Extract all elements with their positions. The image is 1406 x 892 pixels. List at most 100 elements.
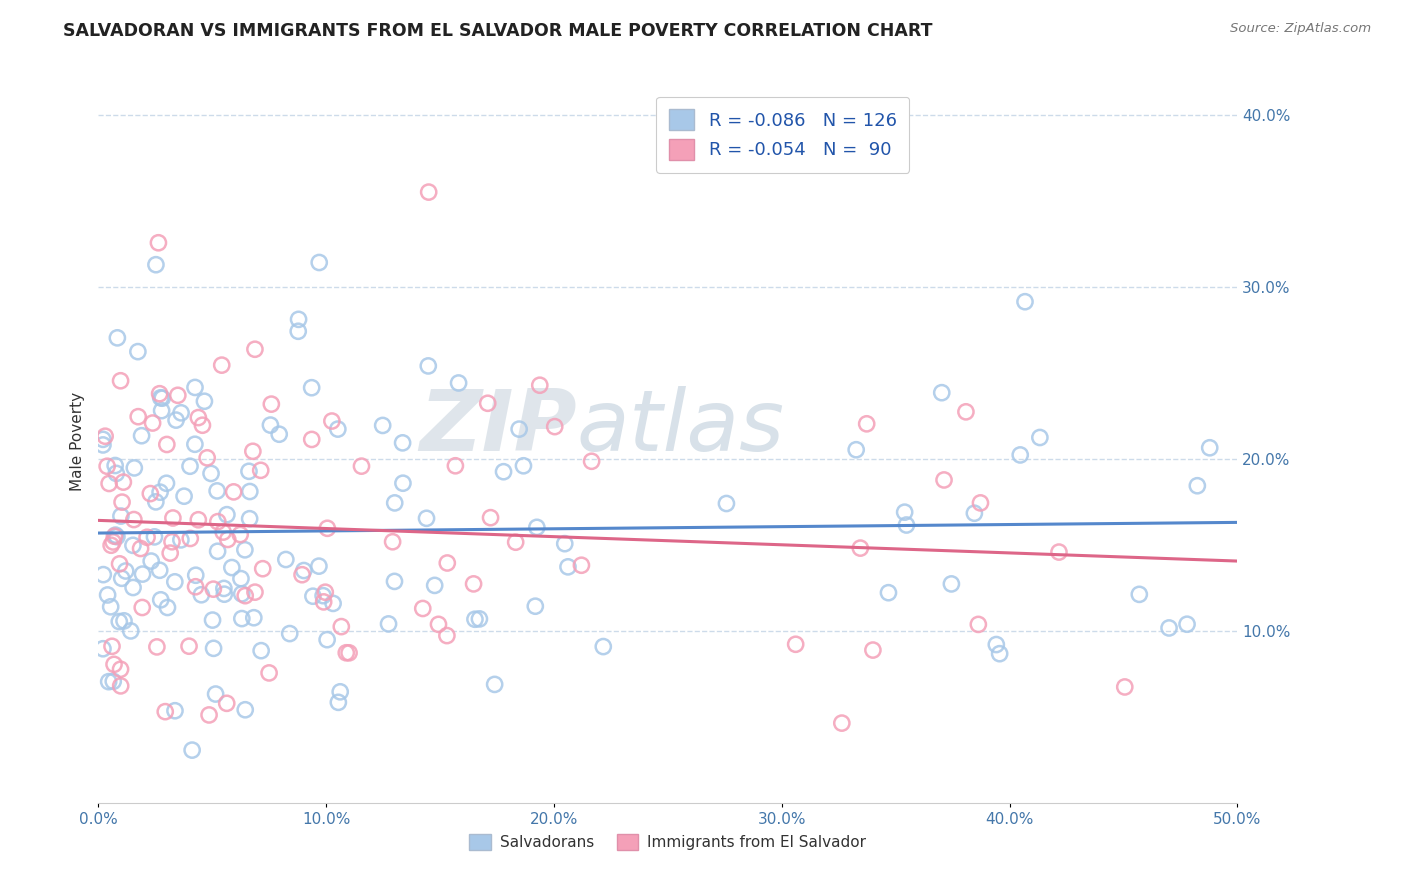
Point [287,324,309,338]
Point [155,705,177,719]
Point [165,413,187,427]
Point [105,467,128,481]
Point [202,582,225,596]
Point [103,657,125,672]
Point [243,611,266,625]
Point [384,574,406,589]
Point [1014,294,1036,309]
Point [156,600,179,615]
Point [326,422,349,436]
Point [198,708,221,723]
Point [423,578,446,592]
Point [955,405,977,419]
Legend: Salvadorans, Immigrants from El Salvador: Salvadorans, Immigrants from El Salvador [463,829,873,856]
Point [243,343,266,357]
Point [308,255,330,269]
Point [468,612,491,626]
Point [257,665,280,680]
Point [308,559,330,574]
Point [127,344,149,359]
Point [91,438,114,452]
Point [143,530,166,544]
Point [177,639,200,653]
Point [139,486,162,500]
Point [512,458,534,473]
Point [986,638,1008,652]
Point [124,461,146,475]
Point [250,643,273,657]
Point [145,258,167,272]
Point [988,647,1011,661]
Point [1029,430,1052,444]
Point [291,567,314,582]
Text: Source: ZipAtlas.com: Source: ZipAtlas.com [1230,22,1371,36]
Point [207,515,229,529]
Point [215,696,238,710]
Point [233,703,256,717]
Point [831,716,853,731]
Point [212,525,235,540]
Point [127,409,149,424]
Point [845,442,868,457]
Point [160,534,183,549]
Point [321,414,343,428]
Point [149,592,172,607]
Point [104,458,127,473]
Point [179,459,201,474]
Point [103,529,125,543]
Point [149,391,172,405]
Point [316,521,339,535]
Point [526,520,548,534]
Point [214,587,236,601]
Point [418,185,440,199]
Point [98,476,121,491]
Point [205,483,228,498]
Point [100,538,122,552]
Point [91,567,114,582]
Point [969,496,991,510]
Point [103,674,125,689]
Point [415,511,437,525]
Point [97,588,120,602]
Point [145,495,167,509]
Point [229,527,252,541]
Point [110,509,132,524]
Point [544,419,567,434]
Point [1114,680,1136,694]
Point [312,595,335,609]
Point [302,589,325,603]
Point [111,495,134,509]
Point [195,450,218,465]
Point [329,685,352,699]
Point [316,632,339,647]
Point [150,391,173,405]
Point [716,496,738,510]
Point [112,614,135,628]
Point [287,312,309,326]
Point [149,563,172,577]
Point [131,428,153,442]
Point [278,626,301,640]
Point [108,557,131,571]
Point [427,617,450,632]
Point [529,378,551,392]
Point [162,511,184,525]
Point [112,475,135,489]
Point [148,235,170,250]
Point [260,397,283,411]
Point [150,403,173,417]
Point [166,388,188,402]
Point [108,615,131,629]
Point [384,496,406,510]
Point [142,416,165,430]
Point [122,538,145,552]
Point [328,695,350,709]
Point [141,554,163,568]
Point [170,533,193,547]
Point [252,562,274,576]
Point [215,508,238,522]
Point [233,542,256,557]
Point [243,585,266,599]
Point [131,600,153,615]
Point [391,435,413,450]
